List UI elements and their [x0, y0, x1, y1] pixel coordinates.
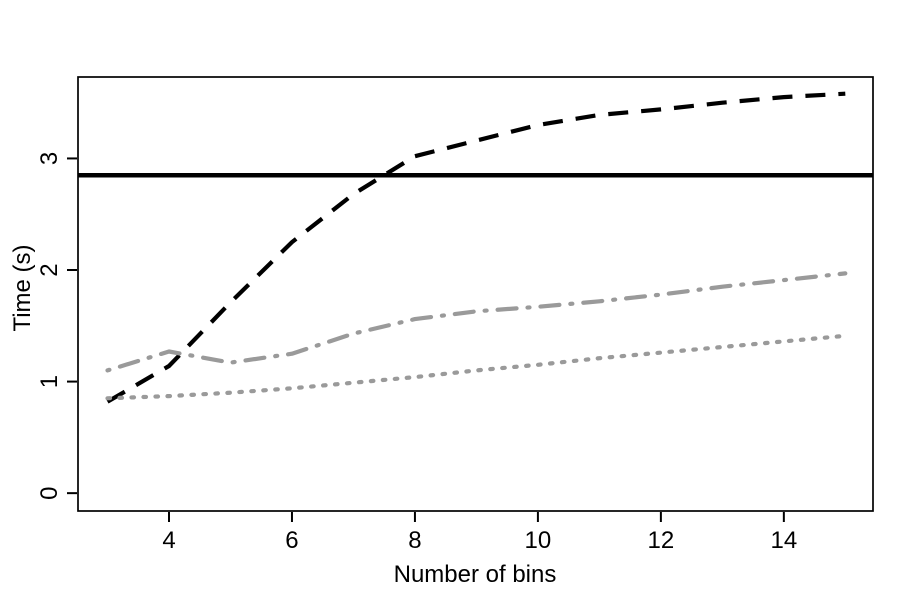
- x-tick-label: 8: [408, 527, 421, 554]
- x-tick-label: 14: [770, 527, 797, 554]
- plot-area: [78, 91, 873, 404]
- series-line-dashed-black-curve: [106, 91, 846, 404]
- y-axis-title: Time (s): [9, 244, 36, 331]
- y-tick-label: 2: [36, 263, 63, 276]
- series-line-dotted-gray-curve: [105, 333, 848, 401]
- x-tick-label: 4: [162, 527, 175, 554]
- y-tick-label: 1: [36, 375, 63, 388]
- x-tick-label: 12: [648, 527, 675, 554]
- x-tick-label: 10: [525, 527, 552, 554]
- y-tick-label: 3: [36, 152, 63, 165]
- x-tick-label: 6: [285, 527, 298, 554]
- y-tick-label: 0: [36, 486, 63, 499]
- x-axis-title: Number of bins: [394, 561, 557, 588]
- series-line-dotdash-gray-curve: [105, 271, 848, 373]
- plot-box: [77, 76, 874, 512]
